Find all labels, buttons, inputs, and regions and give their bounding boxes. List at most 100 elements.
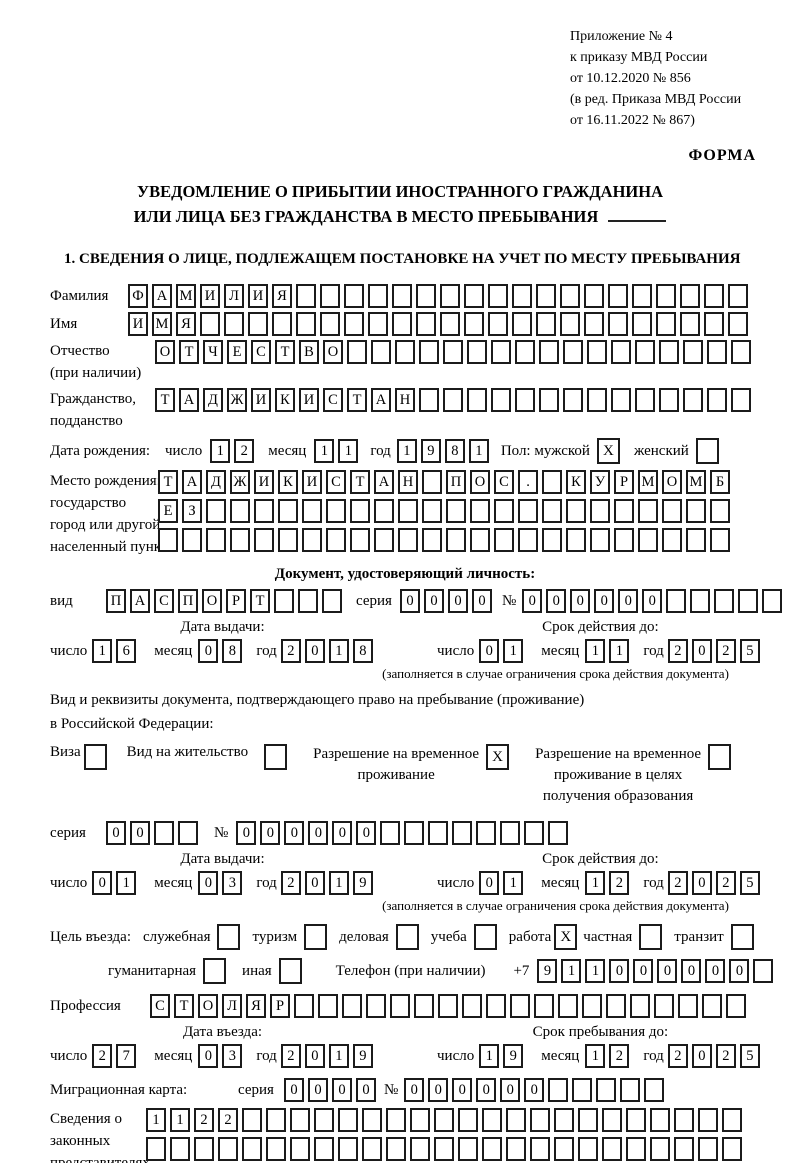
char-box[interactable] [374,499,394,523]
char-box[interactable] [347,340,367,364]
char-box[interactable]: И [248,284,268,308]
char-box[interactable]: 1 [585,871,606,895]
char-box[interactable] [206,528,226,552]
char-box[interactable]: 1 [585,639,606,663]
char-box[interactable] [680,284,700,308]
residence-permit-checkbox[interactable] [264,744,288,770]
char-box[interactable] [470,499,490,523]
char-box[interactable] [572,1078,593,1102]
char-box[interactable]: 0 [355,1078,376,1102]
char-box[interactable] [620,1078,641,1102]
char-box[interactable]: Я [272,284,292,308]
char-box[interactable]: Д [206,470,226,494]
char-box[interactable] [563,388,583,412]
char-box[interactable] [416,284,436,308]
char-box[interactable] [690,589,711,613]
char-box[interactable] [602,1108,622,1132]
char-box[interactable]: 1 [585,959,606,983]
char-box[interactable]: Р [226,589,246,613]
char-box[interactable]: А [130,589,150,613]
char-box[interactable] [452,821,473,845]
char-box[interactable]: 2 [667,871,688,895]
char-box[interactable] [578,1108,598,1132]
char-box[interactable] [584,284,604,308]
char-box[interactable] [674,1108,694,1132]
char-box[interactable] [272,312,292,336]
char-box[interactable]: Л [224,284,244,308]
char-box[interactable] [530,1108,550,1132]
char-box[interactable]: А [371,388,391,412]
char-box[interactable]: 3 [222,871,243,895]
char-box[interactable]: Т [350,470,370,494]
char-box[interactable]: З [182,499,202,523]
char-box[interactable]: А [374,470,394,494]
char-box[interactable]: 1 [170,1108,190,1132]
char-box[interactable]: С [323,388,343,412]
char-box[interactable]: 8 [222,639,243,663]
char-box[interactable]: . [518,470,538,494]
char-box[interactable]: 0 [729,959,750,983]
char-box[interactable]: 2 [715,1044,736,1068]
char-box[interactable]: 0 [471,589,492,613]
char-box[interactable]: 9 [420,439,441,463]
edu-residence-checkbox[interactable] [708,744,732,770]
char-box[interactable] [368,312,388,336]
char-box[interactable] [608,284,628,308]
char-box[interactable] [322,589,342,613]
char-box[interactable] [380,821,401,845]
char-box[interactable] [278,499,298,523]
char-box[interactable] [650,1137,670,1161]
char-box[interactable] [338,1108,358,1132]
char-box[interactable]: 5 [739,871,760,895]
char-box[interactable]: 9 [352,1044,373,1068]
char-box[interactable] [602,1137,622,1161]
char-box[interactable]: 2 [667,639,688,663]
char-box[interactable]: 0 [423,589,444,613]
char-box[interactable]: 1 [585,1044,606,1068]
char-box[interactable] [320,312,340,336]
char-box[interactable] [422,499,442,523]
char-box[interactable] [428,821,449,845]
char-box[interactable] [182,528,202,552]
char-box[interactable]: Т [275,340,295,364]
char-box[interactable]: 3 [222,1044,243,1068]
char-box[interactable]: 0 [399,589,420,613]
char-box[interactable]: П [446,470,466,494]
visa-checkbox[interactable] [83,744,107,770]
char-box[interactable]: 1 [338,439,359,463]
char-box[interactable] [738,589,759,613]
purpose-business-checkbox[interactable] [217,924,241,950]
char-box[interactable]: К [278,470,298,494]
char-box[interactable]: 5 [739,1044,760,1068]
char-box[interactable] [539,340,559,364]
char-box[interactable] [178,821,198,845]
char-box[interactable] [530,1137,550,1161]
char-box[interactable]: 2 [715,639,736,663]
char-box[interactable]: К [275,388,295,412]
char-box[interactable]: 0 [594,589,615,613]
char-box[interactable]: 0 [106,821,126,845]
char-box[interactable] [548,1078,569,1102]
char-box[interactable]: 0 [198,871,219,895]
char-box[interactable]: 0 [447,589,468,613]
char-box[interactable] [510,994,530,1018]
char-box[interactable] [512,284,532,308]
char-box[interactable]: 0 [331,1078,352,1102]
char-box[interactable]: 0 [198,639,219,663]
char-box[interactable] [254,499,274,523]
char-box[interactable]: 2 [218,1108,238,1132]
purpose-humanitarian-checkbox[interactable] [203,958,227,984]
char-box[interactable] [386,1137,406,1161]
char-box[interactable] [434,1137,454,1161]
char-box[interactable]: 6 [116,639,137,663]
char-box[interactable] [458,1137,478,1161]
char-box[interactable]: С [494,470,514,494]
char-box[interactable] [632,312,652,336]
char-box[interactable] [296,284,316,308]
char-box[interactable] [344,284,364,308]
char-box[interactable]: Ж [230,470,250,494]
char-box[interactable] [242,1108,262,1132]
char-box[interactable]: С [251,340,271,364]
char-box[interactable]: Т [155,388,175,412]
char-box[interactable]: Т [347,388,367,412]
